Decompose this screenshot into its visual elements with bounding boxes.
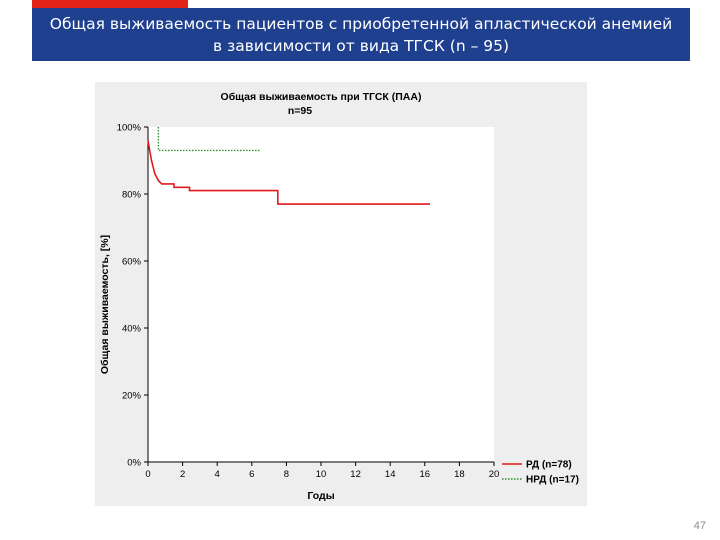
x-axis-label: Годы [307, 490, 334, 502]
legend-label-rd: РД (n=78) [526, 460, 572, 471]
chart-title: Общая выживаемость при ТГСК (ПАА) [221, 91, 422, 103]
slide-title-line-1: Общая выживаемость пациентов с приобрете… [49, 14, 673, 33]
x-tick-label: 14 [385, 469, 396, 480]
y-tick-label: 40% [122, 324, 142, 335]
x-tick-label: 20 [489, 469, 500, 480]
y-tick-label: 80% [122, 190, 142, 201]
y-axis-label: Общая выживаемость, [%] [99, 235, 111, 374]
survival-chart: Общая выживаемость при ТГСК (ПАА) n=95 0% 2… [99, 91, 579, 502]
page-number: 47 [693, 520, 706, 532]
x-tick-label: 12 [350, 469, 361, 480]
series-line-rd [147, 140, 430, 205]
series-line-nrd [157, 127, 261, 152]
y-tick-label: 0% [127, 458, 141, 469]
chart-subtitle: n=95 [288, 105, 312, 117]
slide-title-banner: Общая выживаемость пациентов с приобрете… [32, 8, 690, 61]
y-tick-label: 20% [122, 391, 142, 402]
slide-title-line-2: в зависимости от вида ТГСК (n – 95) [212, 36, 510, 55]
x-tick-label: 16 [420, 469, 431, 480]
x-tick-label: 4 [215, 469, 220, 480]
y-tick-label: 60% [122, 257, 142, 268]
plot-area [148, 127, 494, 462]
x-tick-label: 0 [145, 469, 150, 480]
x-tick-label: 10 [316, 469, 327, 480]
chart-panel: Общая выживаемость при ТГСК (ПАА) n=95 0% 2… [95, 82, 587, 506]
x-tick-label: 2 [180, 469, 185, 480]
legend-label-nrd: НРД (n=17) [526, 475, 579, 486]
x-tick-label: 8 [284, 469, 289, 480]
x-tick-label: 18 [454, 469, 465, 480]
x-tick-label: 6 [249, 469, 254, 480]
top-accent-bar [32, 0, 188, 8]
y-tick-label: 100% [117, 123, 142, 134]
